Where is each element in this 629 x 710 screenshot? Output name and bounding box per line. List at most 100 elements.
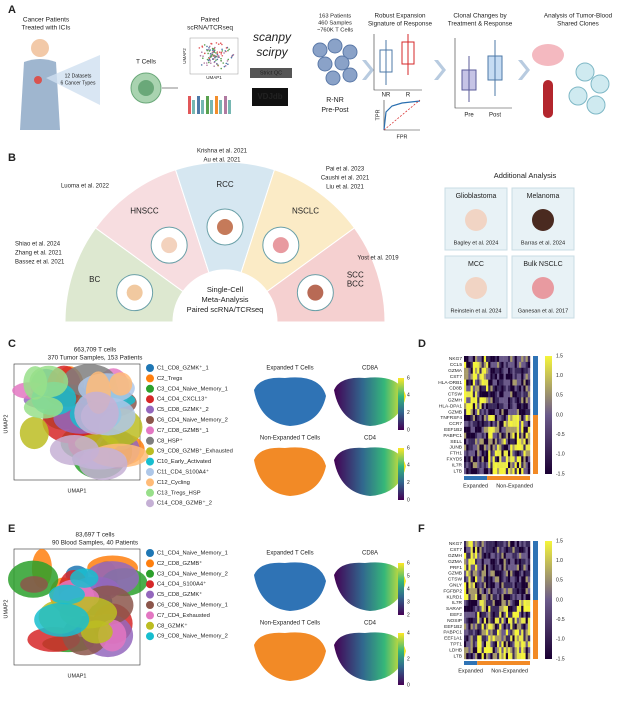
heat-cell bbox=[510, 558, 513, 565]
legend-dot bbox=[146, 395, 154, 404]
heat-cell bbox=[472, 432, 476, 439]
heat-cell bbox=[479, 385, 482, 392]
heat-cell bbox=[508, 391, 511, 398]
heat-cell bbox=[497, 641, 500, 648]
legend-label: C2_CD8_GZMB⁺ bbox=[157, 560, 202, 567]
heat-cell bbox=[486, 558, 489, 565]
heat-cell bbox=[479, 623, 482, 630]
gene-label: GZMH bbox=[448, 553, 463, 559]
umap-dot bbox=[216, 51, 219, 53]
heat-cell bbox=[483, 588, 487, 595]
heat-cell bbox=[490, 403, 493, 410]
label: Pre bbox=[464, 113, 474, 119]
heat-cell bbox=[470, 558, 473, 565]
heat-cell bbox=[472, 397, 476, 404]
heat-cell bbox=[525, 605, 528, 612]
heat-cell bbox=[470, 462, 473, 469]
heat-cell bbox=[468, 541, 471, 548]
label: TPR bbox=[375, 109, 381, 120]
umap-dot bbox=[222, 62, 224, 64]
label: 163 Patients bbox=[319, 14, 351, 20]
heat-cell bbox=[521, 432, 524, 439]
heat-cell bbox=[492, 462, 495, 469]
heat-cell bbox=[488, 594, 491, 601]
panel-label: E bbox=[8, 523, 15, 535]
colorbar-tick: 0.5 bbox=[556, 393, 563, 399]
heat-cell bbox=[479, 391, 482, 398]
colorbar-tick: 1.5 bbox=[556, 353, 563, 359]
organ-icon bbox=[126, 284, 143, 301]
reference: Au et al. 2021 bbox=[203, 158, 241, 164]
heat-cell bbox=[472, 558, 476, 565]
legend-dot bbox=[146, 590, 154, 599]
heat-cell bbox=[505, 564, 509, 571]
heat-cell bbox=[479, 356, 482, 363]
heat-cell bbox=[481, 438, 484, 445]
heat-cell bbox=[523, 432, 526, 439]
heat-cell bbox=[483, 653, 487, 660]
cancer-type: HNSCC bbox=[130, 206, 159, 215]
heat-cell bbox=[481, 420, 484, 427]
heat-cell bbox=[516, 409, 520, 416]
heat-cell bbox=[492, 570, 495, 577]
heat-cell bbox=[501, 541, 504, 548]
heat-cell bbox=[505, 641, 509, 648]
heat-cell bbox=[468, 462, 471, 469]
heat-cell bbox=[490, 647, 493, 654]
colorbar-tick: 0 bbox=[407, 427, 410, 433]
umap-dot bbox=[213, 50, 216, 52]
heat-cell bbox=[468, 432, 471, 439]
heat-cell bbox=[470, 409, 473, 416]
legend-dot bbox=[146, 559, 154, 568]
heat-cell bbox=[470, 576, 473, 583]
heat-cell bbox=[516, 611, 520, 618]
heat-cell bbox=[466, 558, 469, 565]
heat-cell bbox=[499, 426, 502, 433]
heat-cell bbox=[472, 426, 476, 433]
heat-cell bbox=[477, 541, 480, 548]
heat-cell bbox=[466, 373, 469, 380]
heat-cell bbox=[477, 397, 480, 404]
heat-cell bbox=[481, 356, 484, 363]
heat-cell bbox=[470, 600, 473, 607]
heat-cell bbox=[499, 403, 502, 410]
heat-cell bbox=[521, 444, 524, 451]
heat-cell bbox=[486, 456, 489, 463]
heat-cell bbox=[505, 647, 509, 654]
heat-cell bbox=[503, 409, 506, 416]
heat-cell bbox=[472, 635, 476, 642]
heat-cell bbox=[499, 456, 502, 463]
heat-cell bbox=[494, 356, 498, 363]
heat-cell bbox=[479, 373, 482, 380]
heat-cell bbox=[508, 641, 511, 648]
heat-cell bbox=[468, 582, 471, 589]
heat-cell bbox=[510, 570, 513, 577]
heat-cell bbox=[494, 397, 498, 404]
cell bbox=[334, 55, 350, 71]
reference: Krishna et al. 2021 bbox=[197, 149, 248, 155]
heat-cell bbox=[488, 617, 491, 624]
heat-cell bbox=[477, 576, 480, 583]
heat-cell bbox=[466, 552, 469, 559]
heat-cell bbox=[475, 600, 478, 607]
heat-cell bbox=[464, 653, 467, 660]
heat-cell bbox=[514, 541, 517, 548]
heat-cell bbox=[483, 397, 487, 404]
heat-cell bbox=[499, 647, 502, 654]
heat-cell bbox=[499, 617, 502, 624]
heat-cell bbox=[527, 558, 531, 565]
heat-cell bbox=[505, 558, 509, 565]
cell bbox=[325, 70, 341, 86]
heat-cell bbox=[486, 594, 489, 601]
heat-cell bbox=[523, 438, 526, 445]
heat-cell bbox=[483, 576, 487, 583]
heat-cell bbox=[488, 623, 491, 630]
heat-cell bbox=[523, 617, 526, 624]
umap-dot bbox=[201, 46, 204, 48]
heat-cell bbox=[521, 391, 524, 398]
heat-cell bbox=[508, 600, 511, 607]
heat-cell bbox=[472, 456, 476, 463]
heat-cell bbox=[481, 373, 484, 380]
heat-cell bbox=[523, 356, 526, 363]
heat-cell bbox=[470, 468, 473, 475]
